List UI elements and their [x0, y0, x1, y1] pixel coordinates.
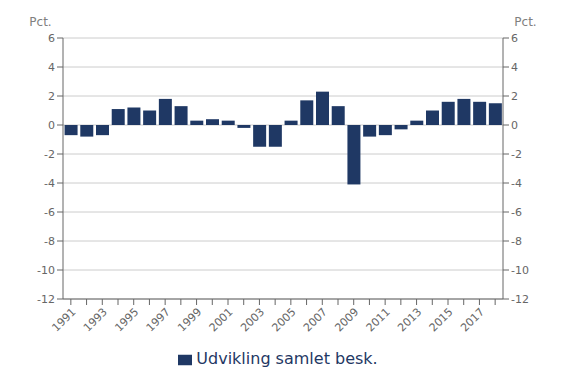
svg-text:1997: 1997 [144, 305, 173, 334]
svg-text:0: 0 [511, 119, 518, 132]
svg-text:-8: -8 [44, 235, 55, 248]
svg-text:0: 0 [48, 119, 55, 132]
svg-text:1991: 1991 [50, 305, 79, 334]
svg-text:2003: 2003 [238, 305, 267, 334]
svg-text:-6: -6 [511, 206, 522, 219]
svg-text:2009: 2009 [332, 305, 361, 334]
svg-text:2013: 2013 [395, 305, 424, 334]
svg-text:6: 6 [48, 32, 55, 45]
svg-text:-2: -2 [44, 148, 55, 161]
svg-text:-8: -8 [511, 235, 522, 248]
svg-text:-4: -4 [44, 177, 55, 190]
svg-text:-12: -12 [511, 293, 529, 306]
svg-text:Pct.: Pct. [29, 15, 51, 29]
svg-text:-2: -2 [511, 148, 522, 161]
html-text:Udvikling samlet besk.: Udvikling samlet besk. [196, 349, 378, 368]
svg-text:-10: -10 [511, 264, 529, 277]
svg-text:-12: -12 [37, 293, 55, 306]
svg-text:-4: -4 [511, 177, 522, 190]
svg-text:6: 6 [511, 32, 518, 45]
svg-text:2: 2 [511, 90, 518, 103]
svg-text:1999: 1999 [175, 305, 204, 334]
svg-text:2017: 2017 [458, 305, 487, 334]
svg-text:2007: 2007 [301, 305, 330, 334]
svg-text:2001: 2001 [207, 305, 236, 334]
svg-text:2015: 2015 [427, 305, 456, 334]
svg-text:1993: 1993 [81, 305, 110, 334]
svg-text:4: 4 [511, 61, 518, 74]
svg-text:-6: -6 [44, 206, 55, 219]
svg-text:4: 4 [48, 61, 55, 74]
svg-text:-10: -10 [37, 264, 55, 277]
svg-text:2: 2 [48, 90, 55, 103]
svg-text:Pct.: Pct. [514, 15, 536, 29]
svg-text:1995: 1995 [112, 305, 141, 334]
svg-text:2005: 2005 [270, 305, 299, 334]
svg-text:2011: 2011 [364, 305, 393, 334]
